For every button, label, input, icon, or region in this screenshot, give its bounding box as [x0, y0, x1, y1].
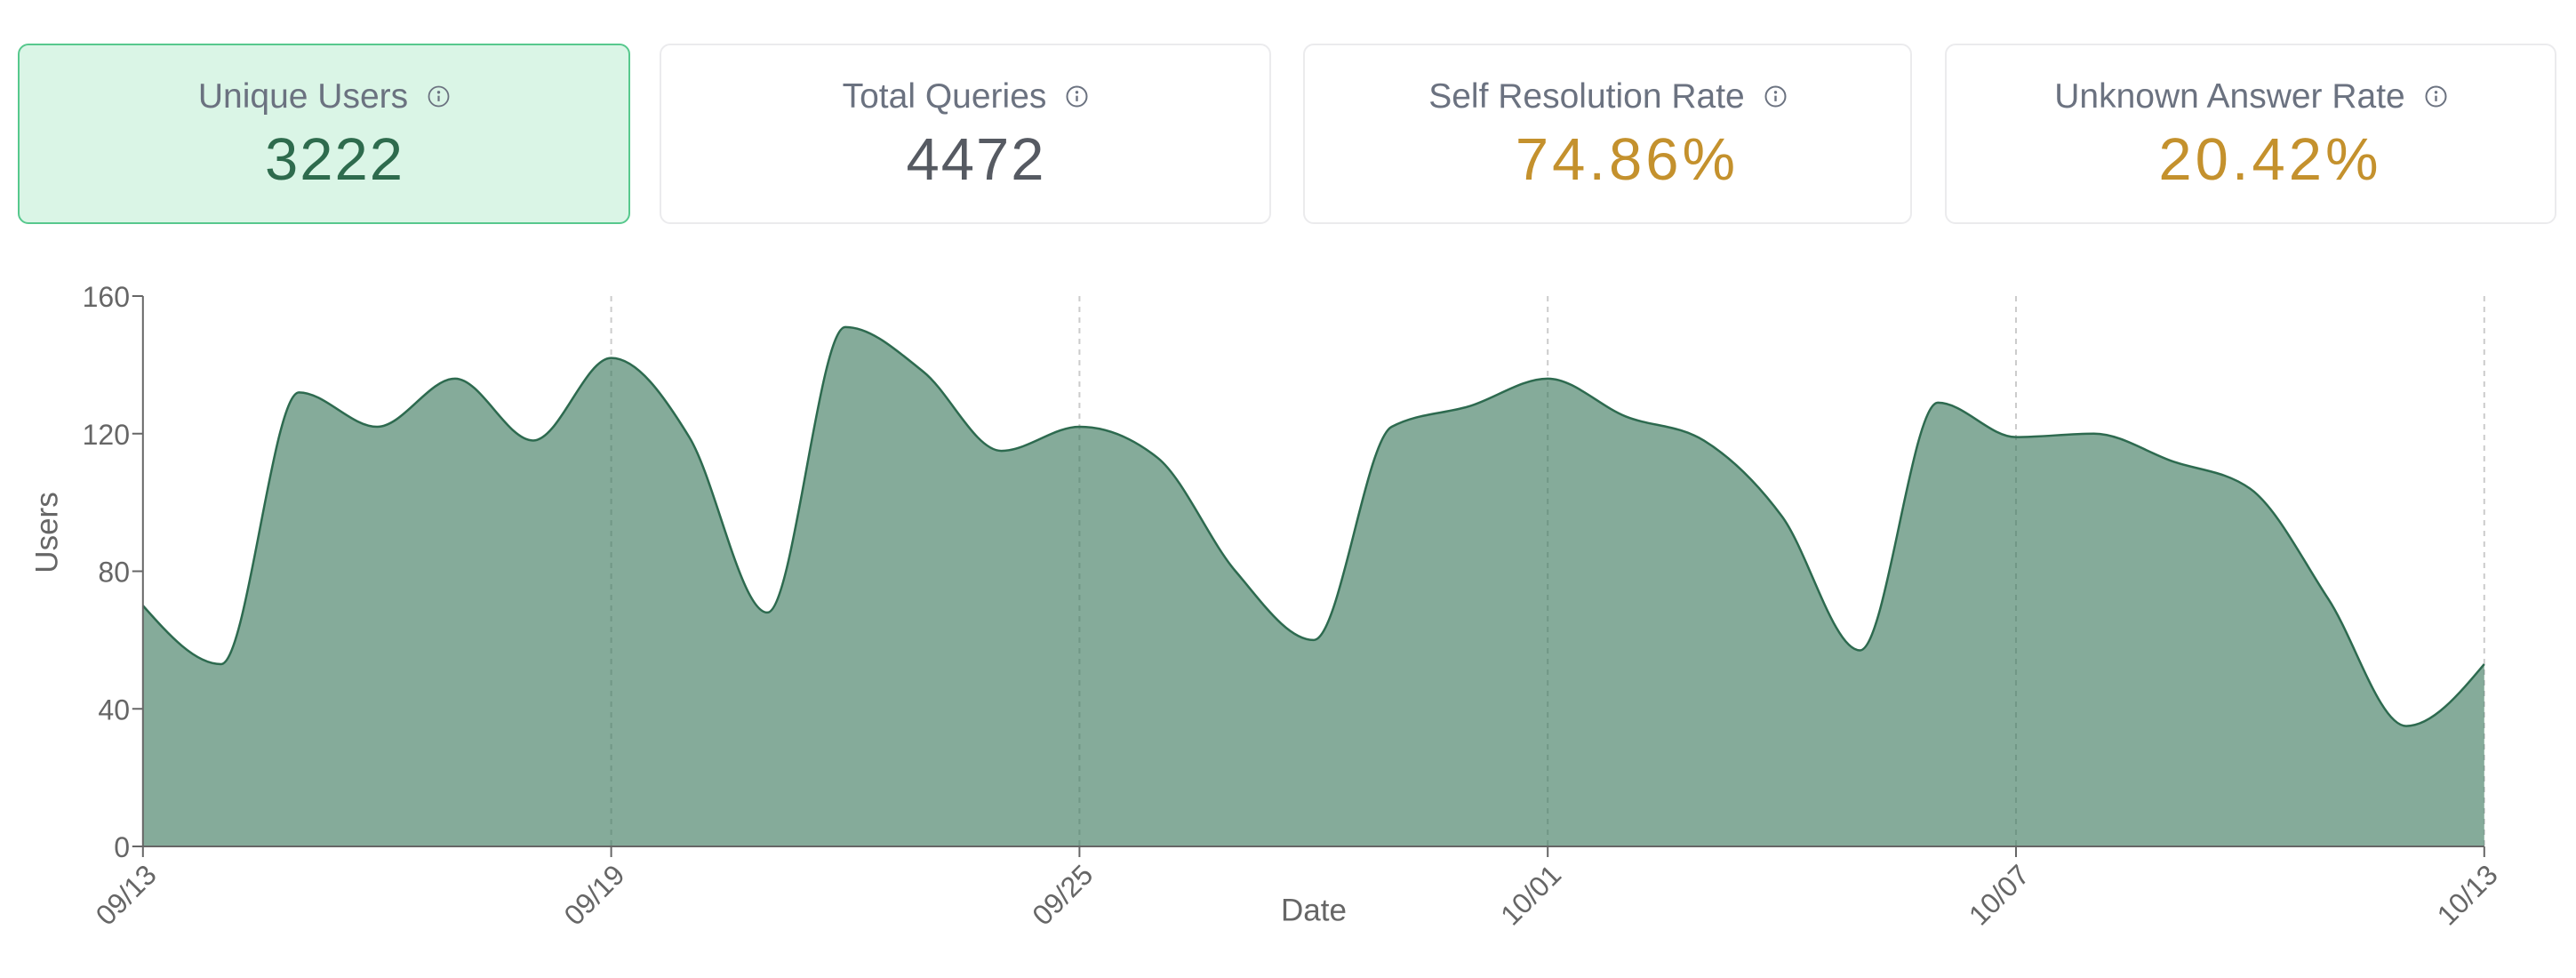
svg-text:10/13: 10/13 [2431, 858, 2504, 931]
svg-text:09/25: 09/25 [1026, 858, 1099, 931]
svg-text:120: 120 [83, 419, 130, 451]
svg-text:0: 0 [114, 831, 130, 863]
svg-text:160: 160 [83, 281, 130, 313]
svg-text:10/07: 10/07 [1963, 858, 2036, 931]
svg-text:09/19: 09/19 [557, 858, 630, 931]
svg-text:10/01: 10/01 [1494, 858, 1567, 931]
svg-text:Users: Users [30, 492, 65, 573]
svg-text:80: 80 [98, 557, 130, 589]
svg-text:40: 40 [98, 693, 130, 725]
svg-text:Date: Date [1281, 894, 1347, 928]
svg-text:09/13: 09/13 [90, 858, 163, 931]
